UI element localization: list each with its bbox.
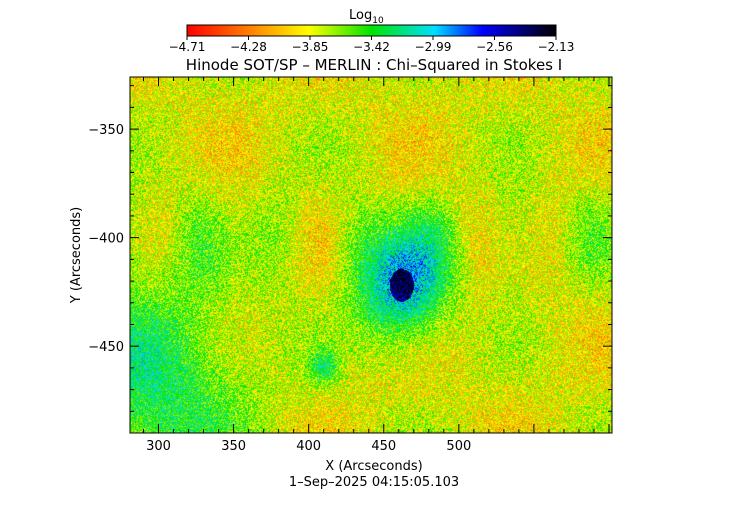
colorbar-tick-label: −2.13	[538, 40, 575, 54]
x-tick-label: 350	[221, 439, 246, 454]
x-axis: 300 350 400 450 500	[143, 77, 610, 454]
y-axis: −350 −400 −450	[88, 85, 612, 434]
x-tick-label: 300	[146, 439, 171, 454]
colorbar-tick-label: −4.28	[230, 40, 267, 54]
y-tick-label: −350	[88, 123, 124, 138]
x-tick-label: 450	[371, 439, 396, 454]
colorbar-gradient	[186, 24, 557, 37]
colorbar-tick-label: −3.42	[353, 40, 390, 54]
y-axis-label: Y (Arcseconds)	[69, 207, 84, 304]
chart-title: Hinode SOT/SP – MERLIN : Chi–Squared in …	[186, 56, 562, 74]
colorbar-tick-label: −2.56	[476, 40, 513, 54]
colorbar: Log10 −4.71 −4.28 −3.85 −3.42 −2.99 −2.56 −2.1…	[169, 8, 575, 54]
heatmap-image	[130, 77, 612, 433]
heatmap-canvas	[130, 77, 612, 433]
plot-frame	[129, 76, 613, 434]
colorbar-label: Log10	[349, 8, 384, 26]
x-tick-label: 400	[296, 439, 321, 454]
colorbar-ticks: −4.71 −4.28 −3.85 −3.42 −2.99 −2.56 −2.13	[169, 36, 575, 54]
y-tick-label: −400	[88, 232, 124, 247]
y-tick-label: −450	[88, 340, 124, 355]
x-tick-label: 500	[446, 439, 471, 454]
colorbar-tick-label: −2.99	[415, 40, 452, 54]
colorbar-tick-label: −3.85	[292, 40, 329, 54]
colorbar-tick-label: −4.71	[169, 40, 206, 54]
timestamp: 1–Sep–2025 04:15:05.103	[289, 475, 459, 490]
x-axis-label: X (Arcseconds)	[325, 459, 422, 474]
